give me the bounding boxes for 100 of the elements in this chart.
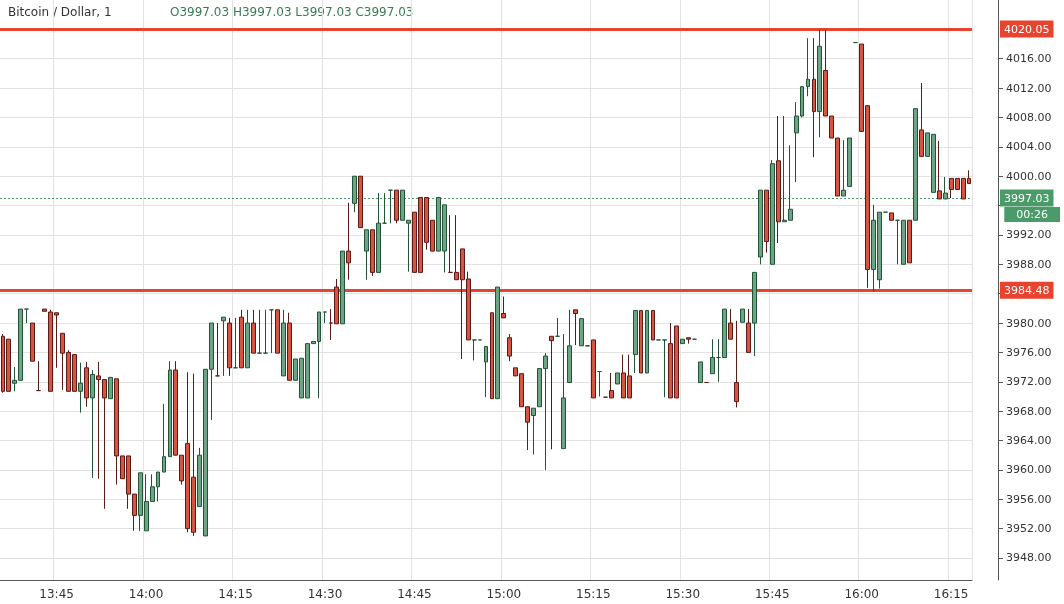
candlestick bbox=[567, 309, 572, 384]
candlestick bbox=[36, 360, 41, 392]
candlestick bbox=[746, 308, 751, 353]
candlestick bbox=[501, 296, 506, 319]
x-tick-label: 16:00 bbox=[844, 587, 879, 601]
x-tick-label: 14:15 bbox=[218, 587, 253, 601]
candlestick bbox=[698, 361, 703, 384]
candlestick bbox=[269, 309, 274, 354]
candlestick bbox=[686, 337, 691, 345]
y-tick-label: 3964.00 bbox=[1006, 434, 1052, 448]
candlestick bbox=[919, 82, 924, 157]
x-tick-label: 15:45 bbox=[754, 587, 790, 601]
candlestick bbox=[215, 322, 220, 377]
candlestick bbox=[633, 310, 638, 374]
candlestick bbox=[495, 286, 500, 400]
candlestick bbox=[734, 320, 739, 408]
candlestick bbox=[484, 346, 488, 398]
y-tick-label: 3972.00 bbox=[1006, 375, 1052, 389]
candlestick bbox=[275, 309, 280, 354]
candlestick bbox=[394, 189, 399, 224]
candlestick bbox=[662, 339, 667, 398]
candlestick bbox=[78, 362, 83, 414]
candlestick bbox=[507, 333, 512, 362]
candlestick bbox=[645, 310, 649, 374]
candlestick bbox=[817, 28, 822, 138]
candlestick bbox=[221, 316, 226, 377]
candlestick bbox=[257, 309, 262, 354]
candlestick bbox=[937, 140, 942, 200]
candlestick bbox=[812, 37, 816, 158]
candlestick bbox=[376, 192, 381, 273]
x-tick-label: 15:30 bbox=[665, 587, 701, 601]
candlestick bbox=[740, 308, 745, 323]
candlestick bbox=[764, 189, 769, 254]
ref-line-label: 3984.48 bbox=[1004, 283, 1050, 297]
text: 00:26 bbox=[1016, 208, 1048, 222]
x-tick-label: 15:00 bbox=[486, 587, 522, 601]
candlestick bbox=[806, 37, 810, 97]
candlestick bbox=[549, 335, 554, 450]
candlestick bbox=[913, 108, 918, 221]
candlestick bbox=[239, 309, 244, 369]
y-tick-label: 4008.00 bbox=[1006, 110, 1052, 124]
candlestick bbox=[84, 361, 89, 408]
y-tick-label: 3968.00 bbox=[1006, 404, 1052, 418]
candlestick bbox=[352, 175, 357, 213]
candlestick bbox=[847, 137, 852, 187]
candlestick bbox=[227, 317, 232, 377]
candlestick bbox=[573, 309, 578, 346]
y-tick-label: 4004.00 bbox=[1006, 140, 1052, 154]
candlestick bbox=[841, 139, 846, 197]
candlestick bbox=[639, 310, 643, 374]
candlestick bbox=[531, 407, 536, 455]
y-tick-label: 3980.00 bbox=[1006, 316, 1052, 330]
y-tick-label: 3976.00 bbox=[1006, 345, 1052, 359]
candlestick bbox=[472, 339, 477, 361]
candlestick bbox=[490, 312, 494, 400]
candlestick bbox=[579, 318, 584, 347]
y-tick-label: 3992.00 bbox=[1006, 228, 1052, 242]
candlestick bbox=[370, 229, 375, 277]
y-tick-label: 4012.00 bbox=[1006, 81, 1052, 95]
candlestick bbox=[90, 369, 95, 479]
candlestick bbox=[24, 308, 29, 324]
candlestick bbox=[728, 308, 733, 340]
candlestick bbox=[651, 310, 655, 341]
candlestick bbox=[162, 403, 166, 473]
y-tick-label: 3956.00 bbox=[1006, 492, 1052, 506]
y-tick-label: 3952.00 bbox=[1006, 522, 1052, 536]
candlestick bbox=[287, 312, 292, 381]
candlestick bbox=[281, 309, 286, 377]
candlestick bbox=[943, 176, 948, 200]
ref-line-label: 4020.05 bbox=[1004, 22, 1050, 36]
candlestick bbox=[561, 333, 566, 450]
x-tick-label: 16:15 bbox=[933, 587, 969, 601]
candlestick bbox=[382, 192, 387, 224]
candlestick bbox=[776, 115, 781, 244]
x-tick-label: 14:30 bbox=[307, 587, 343, 601]
x-tick-label: 13:45 bbox=[39, 587, 74, 601]
y-tick-label: 4016.00 bbox=[1006, 52, 1052, 66]
candlestick bbox=[615, 372, 620, 385]
candlestick bbox=[263, 309, 268, 354]
ref-line-label: 3997.03 bbox=[1004, 191, 1050, 205]
candlestick bbox=[889, 212, 894, 221]
candlestick bbox=[364, 229, 369, 281]
y-tick-label: 3988.00 bbox=[1006, 257, 1052, 271]
candlestick bbox=[758, 189, 763, 265]
candlestick bbox=[680, 338, 685, 345]
x-tick-label: 15:15 bbox=[576, 587, 611, 601]
x-tick-label: 14:00 bbox=[128, 587, 164, 601]
y-tick-label: 3960.00 bbox=[1006, 463, 1052, 477]
candlestick bbox=[770, 159, 775, 265]
annotation: O3997.03 H3997.03 L3997.03 C3997.03 bbox=[170, 5, 414, 19]
candlestick bbox=[245, 309, 250, 369]
candlestick bbox=[168, 360, 172, 458]
y-tick-label: 4000.00 bbox=[1006, 169, 1052, 183]
candlestick bbox=[233, 317, 238, 369]
candlestick bbox=[555, 317, 560, 337]
candlestick bbox=[752, 271, 757, 357]
candlestick bbox=[108, 376, 113, 400]
candlestick bbox=[323, 311, 327, 324]
candlestick bbox=[346, 202, 351, 281]
y-tick-label: 3948.00 bbox=[1006, 551, 1052, 565]
